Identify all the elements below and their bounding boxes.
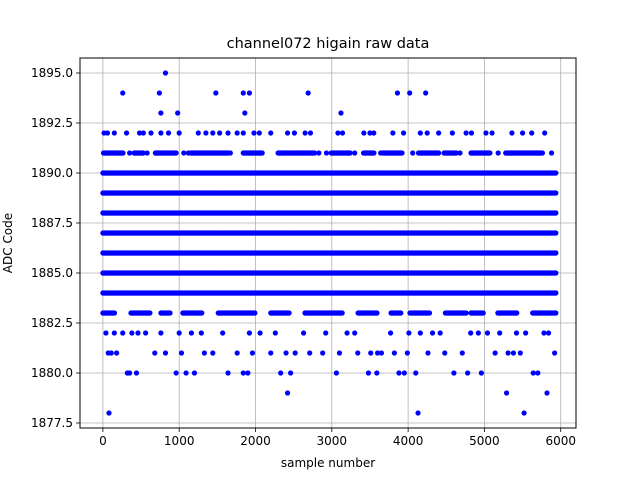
data-point	[553, 270, 559, 276]
data-points	[100, 70, 559, 416]
data-point	[553, 190, 559, 196]
data-point	[553, 290, 559, 296]
data-point	[553, 230, 559, 236]
data-point	[553, 250, 559, 256]
data-point	[553, 210, 559, 216]
